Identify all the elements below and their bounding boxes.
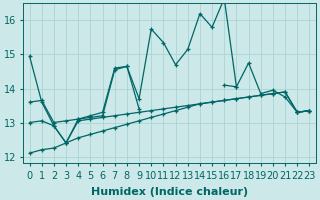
X-axis label: Humidex (Indice chaleur): Humidex (Indice chaleur) — [91, 187, 248, 197]
